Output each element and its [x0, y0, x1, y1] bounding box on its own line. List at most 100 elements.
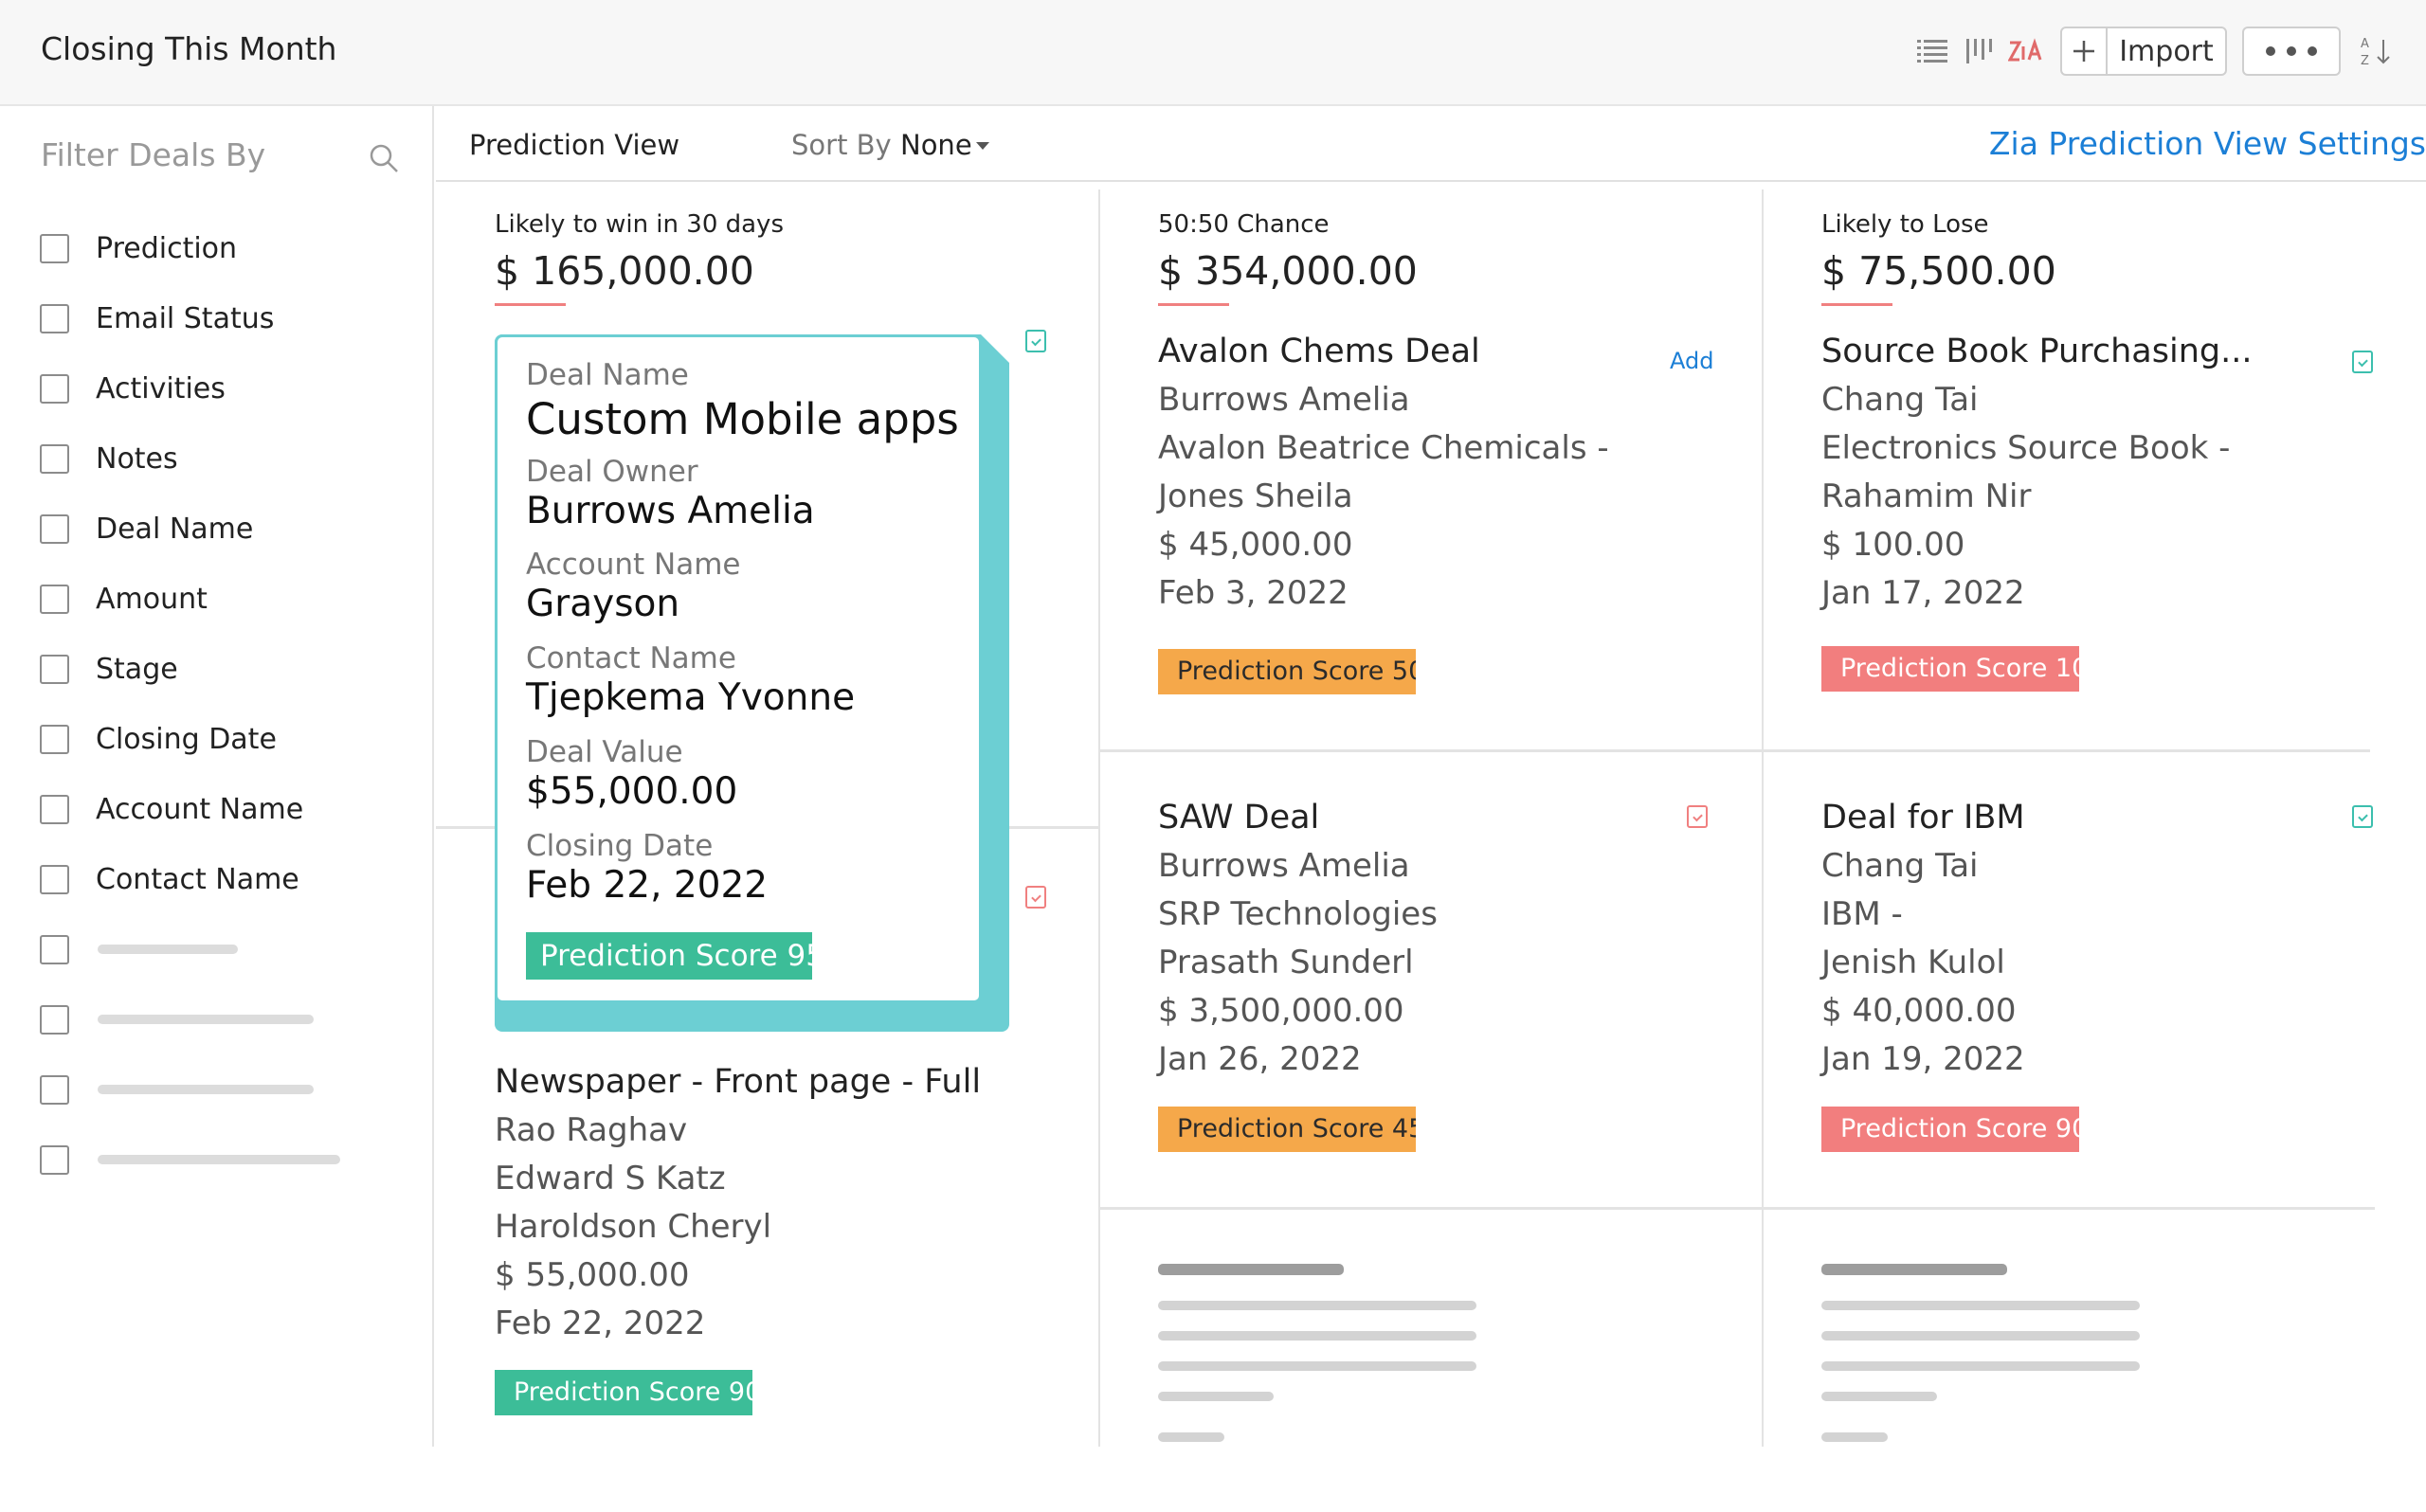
column-underline [495, 303, 566, 306]
filter-placeholder[interactable] [40, 1141, 340, 1179]
filter-account-name[interactable]: Account Name [40, 790, 303, 828]
add-button[interactable] [2060, 27, 2108, 76]
filter-contact-name[interactable]: Contact Name [40, 860, 299, 898]
filter-label: Activities [96, 371, 226, 405]
deal-amount: $ 3,500,000.00 [1158, 992, 1404, 1030]
filter-email-status[interactable]: Email Status [40, 299, 274, 337]
deal-owner: Burrows Amelia [1158, 381, 1410, 419]
zia-prediction-view-settings-link[interactable]: Zia Prediction View Settings [1988, 125, 2426, 162]
deal-account: Electronics Source Book - [1821, 429, 2231, 467]
column-likely-win: Likely to win in 30 days $ 165,000.00 [495, 210, 784, 306]
row-divider [1100, 749, 2370, 752]
prediction-score-badge: Prediction Score 10 [1821, 646, 2079, 692]
deal-name[interactable]: Newspaper - Front page - Full [495, 1063, 982, 1101]
sort-az-icon[interactable]: A Z [2358, 28, 2396, 74]
checkbox[interactable] [40, 1144, 69, 1175]
chevron-down-icon[interactable] [976, 142, 989, 150]
add-task-link[interactable]: Add [1670, 348, 1714, 374]
deal-card-ibm[interactable]: Deal for IBM Chang Tai IBM - Jenish Kulo… [1821, 793, 2025, 1084]
deal-closing-date: Feb 22, 2022 [495, 1305, 706, 1342]
filter-deal-name[interactable]: Deal Name [40, 510, 253, 548]
filter-notes[interactable]: Notes [40, 440, 178, 477]
filter-placeholder[interactable] [40, 930, 238, 968]
checkbox[interactable] [40, 443, 69, 474]
prediction-score-badge: Prediction Score 45 [1158, 1107, 1416, 1152]
checkbox[interactable] [40, 654, 69, 684]
deal-contact: Haroldson Cheryl [495, 1208, 772, 1246]
deal-account: IBM - [1821, 895, 1903, 933]
import-button[interactable]: Import [2106, 27, 2227, 76]
filter-placeholder[interactable] [40, 1071, 314, 1108]
filter-stage[interactable]: Stage [40, 650, 178, 688]
zia-icon[interactable] [2007, 28, 2045, 74]
task-icon[interactable] [1025, 330, 1046, 352]
deal-card-source-book[interactable]: Source Book Purchasing... Chang Tai Elec… [1821, 327, 2252, 618]
deal-name[interactable]: SAW Deal [1158, 799, 1320, 837]
more-options-button[interactable] [2242, 27, 2341, 76]
deal-contact: Jenish Kulol [1821, 944, 2005, 981]
deal-name[interactable]: Avalon Chems Deal [1158, 333, 1480, 370]
sort-by-dropdown[interactable]: None [900, 129, 972, 161]
checkbox[interactable] [40, 1074, 69, 1105]
prediction-score-badge: Prediction Score 95 [526, 932, 812, 980]
kanban-view-icon[interactable] [1964, 28, 1996, 74]
task-icon[interactable] [1687, 805, 1708, 828]
account-name-label: Account Name [526, 548, 741, 582]
view-toolbar: Prediction View Sort By None Zia Predict… [436, 106, 2426, 182]
checkbox[interactable] [40, 724, 69, 754]
task-icon[interactable] [2352, 351, 2373, 373]
deal-card-newspaper[interactable]: Newspaper - Front page - Full Rao Raghav… [495, 1057, 981, 1348]
filter-amount[interactable]: Amount [40, 580, 208, 618]
column-divider [1098, 189, 1100, 1447]
filter-label: Notes [96, 441, 178, 476]
deal-name[interactable]: Deal for IBM [1821, 799, 2025, 837]
deal-card-saw[interactable]: SAW Deal Burrows Amelia SRP Technologies… [1158, 793, 1438, 1084]
filter-title: Filter Deals By [41, 136, 266, 173]
deal-contact: Rahamim Nir [1821, 477, 2032, 515]
deal-account: SRP Technologies [1158, 895, 1438, 933]
filter-placeholder[interactable] [40, 1000, 314, 1038]
filter-label: Stage [96, 652, 178, 686]
checkbox[interactable] [40, 934, 69, 964]
deal-card-avalon[interactable]: Avalon Chems Deal Burrows Amelia Avalon … [1158, 327, 1609, 618]
deal-closing-date: Jan 26, 2022 [1158, 1040, 1362, 1078]
deal-contact: Jones Sheila [1158, 477, 1353, 515]
deal-closing-date: Feb 3, 2022 [1158, 574, 1349, 612]
closing-date-label: Closing Date [526, 829, 714, 863]
checkbox[interactable] [40, 864, 69, 894]
filter-prediction[interactable]: Prediction [40, 229, 237, 267]
deal-owner: Burrows Amelia [1158, 847, 1410, 885]
ellipsis-icon [2266, 46, 2317, 56]
prediction-score-badge: Prediction Score 90 [495, 1370, 752, 1415]
prediction-view-label: Prediction View [469, 129, 680, 161]
checkbox[interactable] [40, 373, 69, 404]
checkbox[interactable] [40, 233, 69, 263]
checkbox[interactable] [40, 1004, 69, 1035]
search-icon[interactable] [368, 142, 400, 178]
task-icon[interactable] [2352, 805, 2373, 828]
placeholder-line [98, 1015, 314, 1024]
placeholder-line [98, 945, 238, 954]
deal-amount: $ 40,000.00 [1821, 992, 2017, 1030]
deal-name-label: Deal Name [526, 358, 689, 392]
deal-name[interactable]: Source Book Purchasing... [1821, 333, 2253, 370]
checkbox[interactable] [40, 794, 69, 824]
deal-amount: $ 55,000.00 [495, 1256, 690, 1294]
checkbox[interactable] [40, 513, 69, 544]
filter-label: Closing Date [96, 722, 277, 756]
deal-detail-card[interactable]: Deal Name Custom Mobile apps Deal Owner … [495, 334, 982, 1003]
top-bar: Closing This Month Import [0, 0, 2426, 106]
row-divider [1100, 1207, 2375, 1210]
filter-sidebar: Filter Deals By Prediction Email Status … [0, 106, 434, 1447]
deal-name-value: Custom Mobile apps [526, 394, 959, 444]
filter-activities[interactable]: Activities [40, 369, 226, 407]
deal-value-value: $55,000.00 [526, 770, 738, 813]
filter-label: Account Name [96, 792, 304, 826]
list-view-icon[interactable] [1916, 28, 1948, 74]
page-title: Closing This Month [41, 30, 337, 67]
deal-contact: Prasath Sunderl [1158, 944, 1414, 981]
task-icon[interactable] [1025, 886, 1046, 909]
filter-closing-date[interactable]: Closing Date [40, 720, 277, 758]
checkbox[interactable] [40, 303, 69, 333]
checkbox[interactable] [40, 584, 69, 614]
